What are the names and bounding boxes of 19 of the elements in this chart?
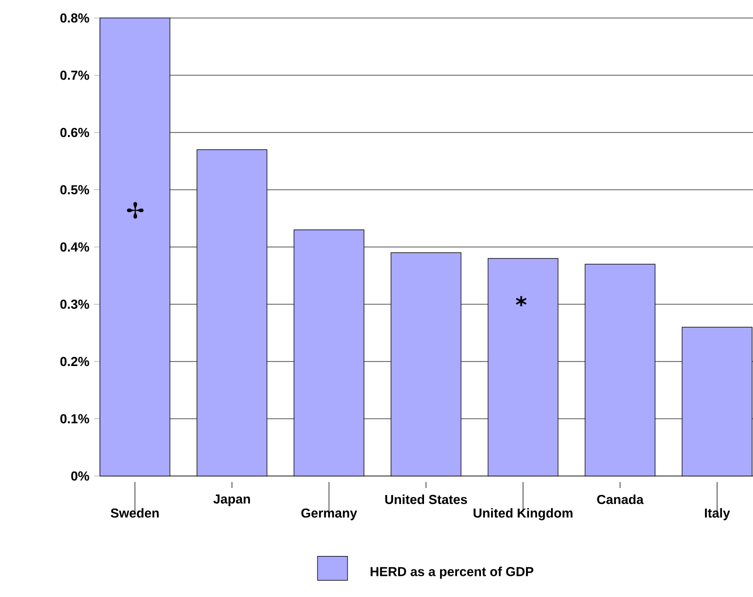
x-tick-label: Germany	[301, 508, 358, 520]
y-tick-label: 0.6%	[60, 128, 90, 138]
y-tick-label: 0.1%	[60, 414, 90, 424]
x-tick-label: Japan	[213, 494, 250, 506]
y-tick-label: 0.7%	[60, 70, 90, 80]
y-tick-label: 0.8%	[60, 13, 90, 23]
annotation: *	[516, 296, 527, 306]
x-tick-label: United States	[385, 494, 468, 504]
x-tick-label: Canada	[597, 494, 644, 504]
x-tick-label: United Kingdom	[474, 508, 572, 520]
legend-label: HERD as a percent of GDP	[370, 566, 534, 579]
x-tick-label: Sweden	[110, 508, 159, 518]
x-tick-label: Italy	[704, 508, 730, 520]
y-tick-label: 0.5%	[60, 185, 90, 194]
y-tick-label: 0.3%	[60, 300, 90, 309]
annotation: ✢	[126, 202, 144, 219]
y-tick-label: 0.2%	[60, 356, 90, 366]
y-tick-label: 0.4%	[60, 242, 90, 252]
y-tick-label: 0%	[71, 471, 90, 481]
